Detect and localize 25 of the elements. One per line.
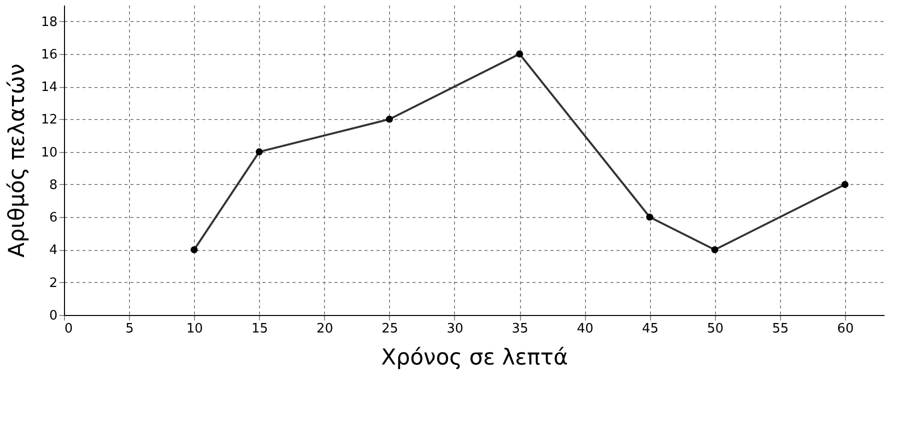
y-tick-label: 6 bbox=[49, 210, 58, 226]
x-tick-label: 10 bbox=[186, 322, 203, 336]
y-tick-label: 8 bbox=[49, 178, 58, 193]
x-tick-label: 0 bbox=[64, 322, 73, 336]
y-tick-label: 18 bbox=[40, 14, 58, 30]
x-tick-label: 40 bbox=[576, 322, 594, 336]
x-tick-label: 15 bbox=[251, 322, 268, 336]
x-tick-label: 25 bbox=[382, 322, 398, 336]
y-axis-title: Αριθμός πελατών bbox=[4, 64, 30, 258]
x-tick-label: 50 bbox=[707, 322, 724, 336]
x-tick-label: 30 bbox=[446, 322, 464, 336]
x-tick-label: 35 bbox=[512, 322, 528, 336]
y-tick-label: 10 bbox=[40, 145, 58, 160]
y-tick-label: 2 bbox=[49, 276, 58, 291]
y-tick-label: 4 bbox=[49, 243, 58, 258]
y-tick-label: 16 bbox=[40, 47, 58, 62]
x-tick-label: 20 bbox=[316, 322, 334, 336]
x-tick-label: 5 bbox=[125, 322, 134, 336]
x-tick-label: 45 bbox=[642, 322, 658, 336]
x-axis-title: Χρόνος σε λεπτά bbox=[381, 346, 568, 370]
y-tick-label: 12 bbox=[40, 112, 58, 128]
x-tick-label: 60 bbox=[837, 322, 854, 336]
x-tick-label: 55 bbox=[772, 322, 789, 336]
y-tick-label: 14 bbox=[40, 80, 58, 96]
y-tick-label: 0 bbox=[49, 308, 58, 324]
